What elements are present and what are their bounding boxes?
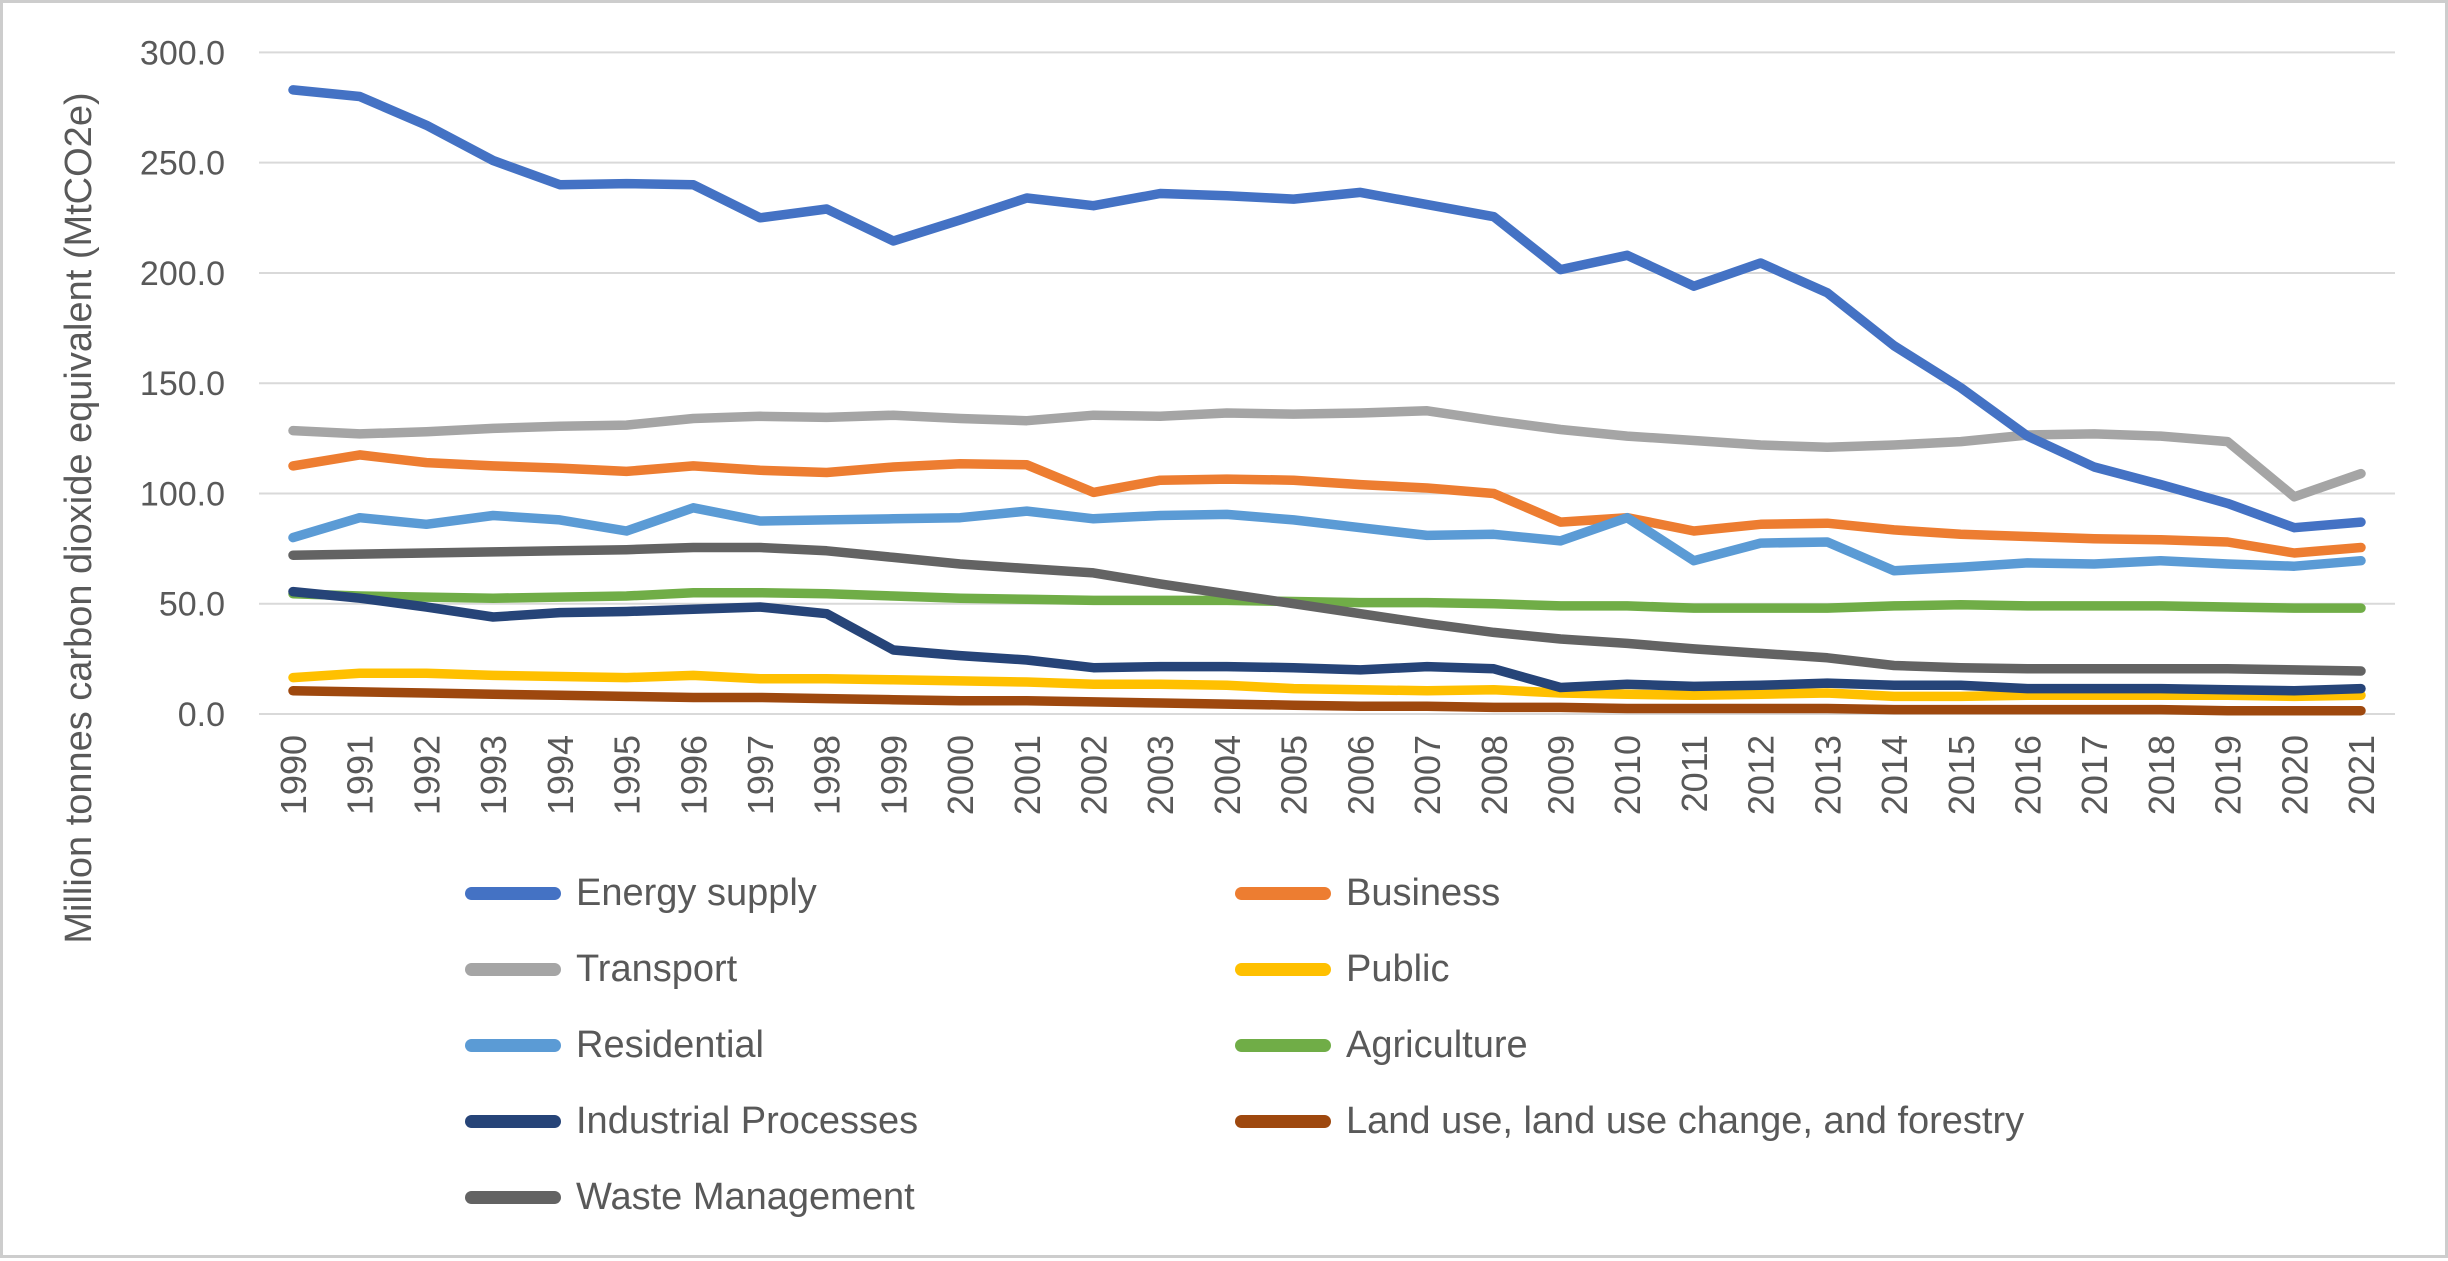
- legend-swatch-industrial-processes: [465, 1114, 561, 1128]
- series-line-business: [288, 450, 2366, 558]
- legend-item-agriculture: Agriculture: [1235, 1024, 2024, 1067]
- series-line-industrial-processes: [288, 586, 2366, 696]
- y-tick-label-150: 150.0: [140, 365, 225, 403]
- x-year-label-2006: 2006: [1340, 735, 1381, 815]
- legend: Energy supply Business Transport Public Resi…: [465, 855, 2024, 1235]
- x-year-label-1997: 1997: [740, 735, 781, 815]
- x-year-label-2013: 2013: [1807, 735, 1848, 815]
- x-year-label-2017: 2017: [2074, 735, 2115, 815]
- x-year-label-2008: 2008: [1474, 735, 1515, 815]
- x-year-label-1992: 1992: [406, 735, 447, 815]
- x-year-label-1990: 1990: [273, 735, 314, 815]
- series-line-waste-management: [288, 542, 2366, 676]
- y-axis-title: Million tonnes carbon dioxide equivalent…: [58, 92, 100, 943]
- legend-swatch-business: [1235, 886, 1331, 900]
- x-year-label-2001: 2001: [1007, 735, 1048, 815]
- x-year-label-2010: 2010: [1607, 735, 1648, 815]
- x-year-label-2002: 2002: [1074, 735, 1115, 815]
- series-lines: [288, 85, 2366, 716]
- x-year-label-1991: 1991: [340, 735, 381, 815]
- legend-item-industrial-processes: Industrial Processes: [465, 1100, 1235, 1143]
- legend-label-agriculture: Agriculture: [1346, 1023, 1528, 1066]
- x-year-label-1994: 1994: [540, 735, 581, 815]
- legend-swatch-residential: [465, 1038, 561, 1052]
- legend-item-residential: Residential: [465, 1024, 1235, 1067]
- legend-item-energy-supply: Energy supply: [465, 872, 1235, 915]
- x-year-label-2019: 2019: [2208, 735, 2249, 815]
- legend-item-business: Business: [1235, 872, 2024, 915]
- x-axis-year-labels: 1990 1991 1992 1993 1994 1995 1996 1997 1998 1999…: [273, 735, 2382, 815]
- legend-label-residential: Residential: [576, 1023, 764, 1066]
- series-line-public: [288, 668, 2366, 702]
- legend-swatch-public: [1235, 962, 1331, 976]
- y-tick-label-100: 100.0: [140, 475, 225, 513]
- series-line-residential: [288, 503, 2366, 576]
- legend-swatch-land-use: [1235, 1114, 1331, 1128]
- x-year-label-2009: 2009: [1540, 735, 1581, 815]
- x-year-label-2015: 2015: [1941, 735, 1982, 815]
- y-tick-label-0: 0.0: [178, 696, 225, 734]
- series-line-agriculture: [288, 587, 2366, 613]
- legend-label-transport: Transport: [576, 947, 738, 990]
- x-year-label-2003: 2003: [1140, 735, 1181, 815]
- legend-label-waste-management: Waste Management: [576, 1175, 915, 1218]
- legend-item-transport: Transport: [465, 948, 1235, 991]
- series-line-land-use: [288, 686, 2366, 716]
- x-year-label-2007: 2007: [1407, 735, 1448, 815]
- y-tick-label-50: 50.0: [159, 586, 225, 624]
- x-year-label-2020: 2020: [2274, 735, 2315, 815]
- legend-label-public: Public: [1346, 947, 1450, 990]
- legend-swatch-transport: [465, 962, 561, 976]
- x-year-label-1996: 1996: [673, 735, 714, 815]
- x-year-label-1999: 1999: [873, 735, 914, 815]
- x-year-label-1998: 1998: [807, 735, 848, 815]
- legend-swatch-agriculture: [1235, 1038, 1331, 1052]
- x-year-label-2012: 2012: [1741, 735, 1782, 815]
- y-tick-label-300: 300.0: [140, 34, 225, 72]
- series-line-energy-supply: [288, 85, 2366, 533]
- legend-label-land-use: Land use, land use change, and forestry: [1346, 1099, 2025, 1142]
- y-axis-tick-labels: 0.0 50.0 100.0 150.0 200.0 250.0 300.0: [140, 34, 225, 734]
- x-year-label-2011: 2011: [1674, 735, 1715, 812]
- legend-label-industrial-processes: Industrial Processes: [576, 1099, 919, 1142]
- x-year-label-2014: 2014: [1874, 735, 1915, 815]
- legend-swatch-energy-supply: [465, 886, 561, 900]
- x-year-label-2005: 2005: [1274, 735, 1315, 815]
- gridlines: [259, 51, 2395, 715]
- legend-label-energy-supply: Energy supply: [576, 871, 817, 914]
- y-tick-label-250: 250.0: [140, 145, 225, 183]
- x-year-label-2000: 2000: [940, 735, 981, 815]
- legend-item-public: Public: [1235, 948, 2024, 991]
- legend-label-business: Business: [1346, 871, 1501, 914]
- x-year-label-1995: 1995: [607, 735, 648, 815]
- x-year-label-2018: 2018: [2141, 735, 2182, 815]
- series-line-transport: [288, 406, 2366, 502]
- legend-swatch-waste-management: [465, 1190, 561, 1204]
- legend-item-waste-management: Waste Management: [465, 1176, 1235, 1219]
- x-year-label-2016: 2016: [2007, 735, 2048, 815]
- legend-item-land-use: Land use, land use change, and forestry: [1235, 1100, 2024, 1143]
- x-year-label-2021: 2021: [2341, 735, 2382, 815]
- y-tick-label-200: 200.0: [140, 255, 225, 293]
- x-year-label-1993: 1993: [473, 735, 514, 815]
- x-year-label-2004: 2004: [1207, 735, 1248, 815]
